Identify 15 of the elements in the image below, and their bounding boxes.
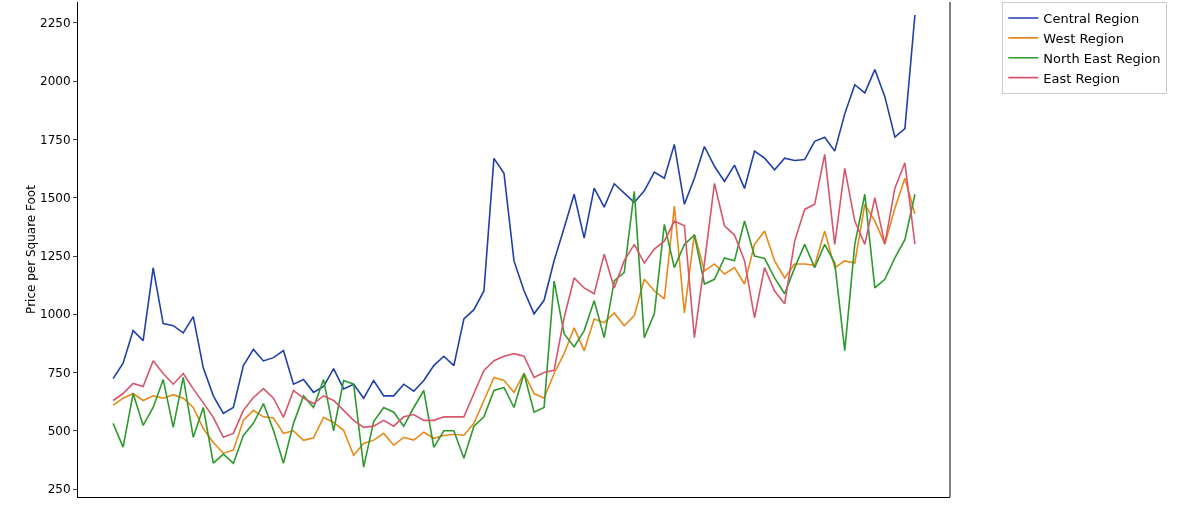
y-tick-label: 1000 [40,307,71,322]
y-tick-label: 1500 [40,190,71,205]
y-tick-label: 500 [47,424,71,439]
y-tick-label: 2250 [40,16,71,31]
y-tick-label: 2000 [40,74,71,89]
legend-label: North East Region [1043,50,1161,66]
y-tick-label: 1750 [40,132,71,147]
line-series [112,14,916,415]
legend-label: Central Region [1043,11,1140,27]
y-tick-label: 250 [47,482,71,497]
legend-label: East Region [1043,70,1121,86]
y-axis-title: Price per Square Foot [24,184,39,314]
y-tick-label: 750 [47,365,71,380]
y-tick-label: 1250 [40,249,71,264]
legend-label: West Region [1043,30,1124,46]
